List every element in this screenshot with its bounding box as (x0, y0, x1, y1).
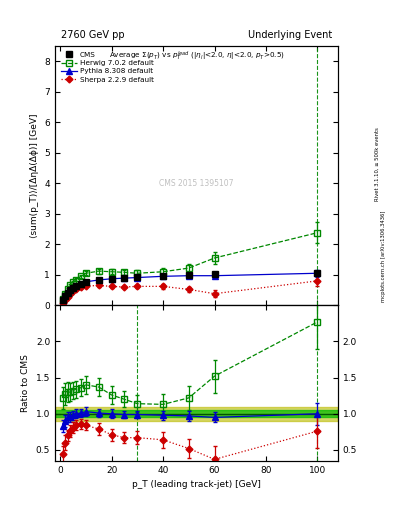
Text: CMS 2015 1395107: CMS 2015 1395107 (159, 179, 234, 188)
Bar (55, 410, 338, 417)
Text: mcplots.cern.ch [arXiv:1306.3436]: mcplots.cern.ch [arXiv:1306.3436] (381, 210, 386, 302)
Y-axis label: ⟨sum(p_T)⟩/[ΔηΔ(Δϕ)] [GeV]: ⟨sum(p_T)⟩/[ΔηΔ(Δϕ)] [GeV] (30, 114, 39, 238)
Text: Average $\Sigma(p_T)$ vs $p_T^{lead}$ ($|\eta_l|$<2.0, $\eta|$<2.0, $p_T$>0.5): Average $\Sigma(p_T)$ vs $p_T^{lead}$ ($… (108, 50, 285, 63)
Text: 2760 GeV pp: 2760 GeV pp (61, 30, 124, 39)
Y-axis label: Ratio to CMS: Ratio to CMS (21, 354, 30, 412)
Text: Underlying Event: Underlying Event (248, 30, 332, 39)
X-axis label: p_T (leading track-jet) [GeV]: p_T (leading track-jet) [GeV] (132, 480, 261, 489)
Text: Rivet 3.1.10, ≥ 500k events: Rivet 3.1.10, ≥ 500k events (375, 127, 380, 201)
Bar (55, 407, 338, 421)
Legend: CMS, Herwig 7.0.2 default, Pythia 8.308 default, Sherpa 2.2.9 default: CMS, Herwig 7.0.2 default, Pythia 8.308 … (59, 50, 156, 85)
